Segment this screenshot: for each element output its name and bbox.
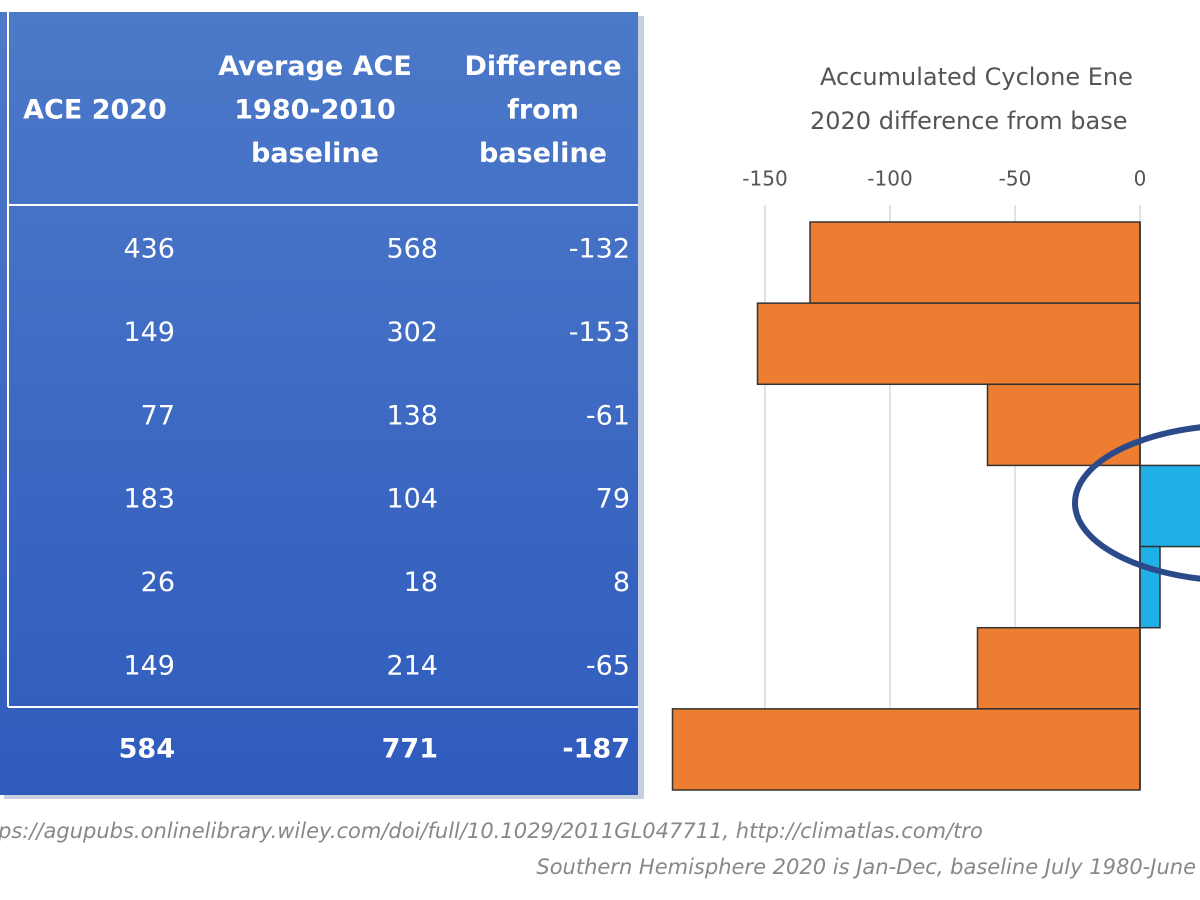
column-header: Difference [464,51,621,82]
table-cell: 302 [386,317,438,348]
chart-title: Accumulated Cyclone Ene [820,63,1133,91]
total-cell: 771 [382,734,438,765]
period-note: Southern Hemisphere 2020 is Jan-Dec, bas… [536,855,1196,879]
table-cell: 79 [596,484,630,515]
table-cell: 568 [386,234,438,265]
chart-subtitle: 2020 difference from base [810,107,1128,135]
x-tick-label: -50 [999,167,1032,191]
table-cell: 8 [613,567,630,598]
bar [671,708,1141,791]
table-cell: -61 [586,400,630,431]
table-cell: 436 [123,234,175,265]
table-cell: -153 [569,317,630,348]
table-cell: 18 [404,567,438,598]
column-header: ACE 2020 [23,95,167,126]
table-cell: 104 [386,484,438,515]
x-tick-label: -150 [742,167,787,191]
x-tick-label: 0 [1134,167,1147,191]
table-cell: 26 [141,567,175,598]
table-cell: 149 [123,651,175,682]
source-note: ps://agupubs.onlinelibrary.wiley.com/doi… [0,819,983,843]
total-cell: 584 [119,734,175,765]
chart: Accumulated Cyclone Ene 2020 difference … [671,63,1200,791]
table-background [0,12,638,795]
table: ACE 2020 Average ACE 1980-2010 baseline Diff… [23,51,630,765]
x-tick-label: -100 [867,167,912,191]
table-cell: 149 [123,317,175,348]
table-cell: 183 [123,484,175,515]
total-cell: -187 [562,734,630,765]
bar [809,221,1141,304]
bar [1139,464,1200,548]
table-cell: 138 [386,400,438,431]
table-cell: 77 [141,400,175,431]
bar [756,302,1141,386]
table-cell: 214 [386,651,438,682]
column-header: 1980-2010 [234,95,396,126]
table-cell: -65 [586,651,630,682]
bar [1139,545,1161,629]
table-cell: -132 [569,234,630,265]
column-header: Average ACE [218,51,412,82]
column-header: baseline [479,138,607,169]
bar [976,626,1141,710]
highlight-ellipse [1072,424,1200,582]
column-header: baseline [251,138,379,169]
column-header: from [507,95,579,126]
